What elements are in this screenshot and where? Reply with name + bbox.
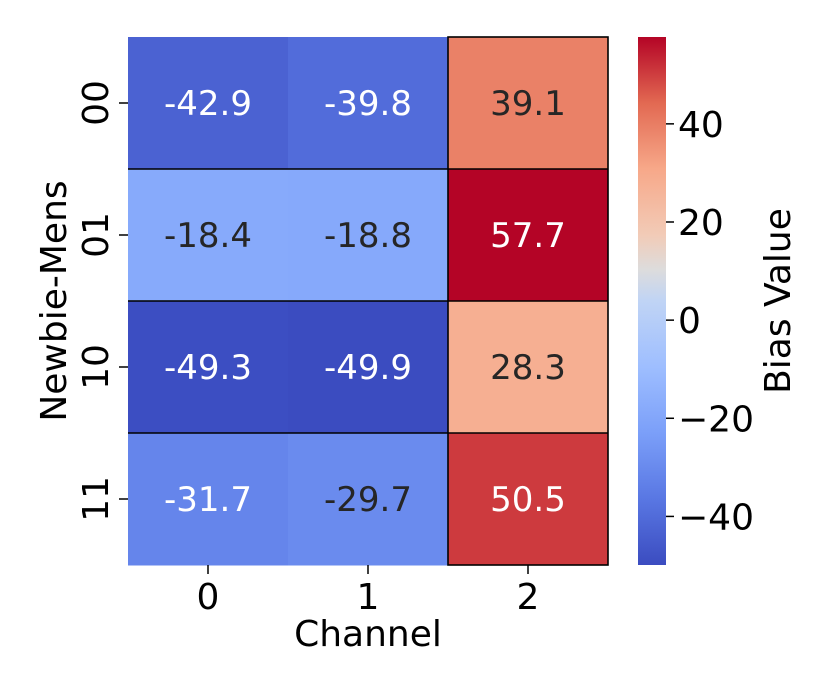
cell-value-label: -29.7 xyxy=(324,480,412,520)
cell-value-label: -39.8 xyxy=(324,84,412,124)
heatmap-cell xyxy=(448,37,609,170)
cell-value-label: -42.9 xyxy=(164,84,252,124)
cell-value-label: 39.1 xyxy=(490,84,566,124)
heatmap-cell xyxy=(448,433,609,566)
y-tick-label: 01 xyxy=(76,212,117,258)
colorbar-ticks: −40 −20 0 20 40 xyxy=(666,105,754,538)
cell-value-label: -49.3 xyxy=(164,348,252,388)
cell-value-label: -18.4 xyxy=(164,216,252,256)
heatmap-cell xyxy=(448,169,609,302)
colorbar-tick-label: 20 xyxy=(678,203,724,244)
heatmap-cell xyxy=(288,301,449,434)
cell-value-label: -31.7 xyxy=(164,480,252,520)
x-axis-label: Channel xyxy=(294,614,442,655)
y-axis-label: Newbie-Mens xyxy=(34,180,75,421)
heatmap-cell xyxy=(128,169,289,302)
x-axis-ticks: 0 1 2 xyxy=(197,565,540,618)
y-tick-label: 10 xyxy=(76,344,117,390)
colorbar-tick-label: 0 xyxy=(678,301,701,342)
heatmap-cell xyxy=(128,37,289,170)
cell-value-label: -18.8 xyxy=(324,216,412,256)
heatmap-cells xyxy=(128,37,609,566)
y-tick-label: 11 xyxy=(76,476,117,522)
cell-value-label: 50.5 xyxy=(490,480,566,520)
cell-value-label: 57.7 xyxy=(490,216,566,256)
colorbar-tick-label: −40 xyxy=(678,497,754,538)
heatmap-cell xyxy=(288,433,449,566)
heatmap-cell xyxy=(288,37,449,170)
heatmap-cell xyxy=(288,169,449,302)
colorbar-tick-label: −20 xyxy=(678,399,754,440)
y-tick-label: 00 xyxy=(76,80,117,126)
y-axis-ticks: 00 01 10 11 xyxy=(76,80,128,522)
colorbar-label: Bias Value xyxy=(758,208,799,394)
colorbar-tick-label: 40 xyxy=(678,105,724,146)
x-tick-label: 1 xyxy=(357,577,380,618)
x-tick-label: 2 xyxy=(517,577,540,618)
heatmap-cell-labels: -42.9 -39.8 39.1 -18.4 -18.8 57.7 -49.3 -49.9 28… xyxy=(164,84,566,520)
colorbar xyxy=(638,37,666,565)
heatmap-cell xyxy=(448,301,609,434)
heatmap-cell xyxy=(128,301,289,434)
heatmap-cell xyxy=(128,433,289,566)
x-tick-label: 0 xyxy=(197,577,220,618)
cell-value-label: 28.3 xyxy=(490,348,566,388)
cell-value-label: -49.9 xyxy=(324,348,412,388)
